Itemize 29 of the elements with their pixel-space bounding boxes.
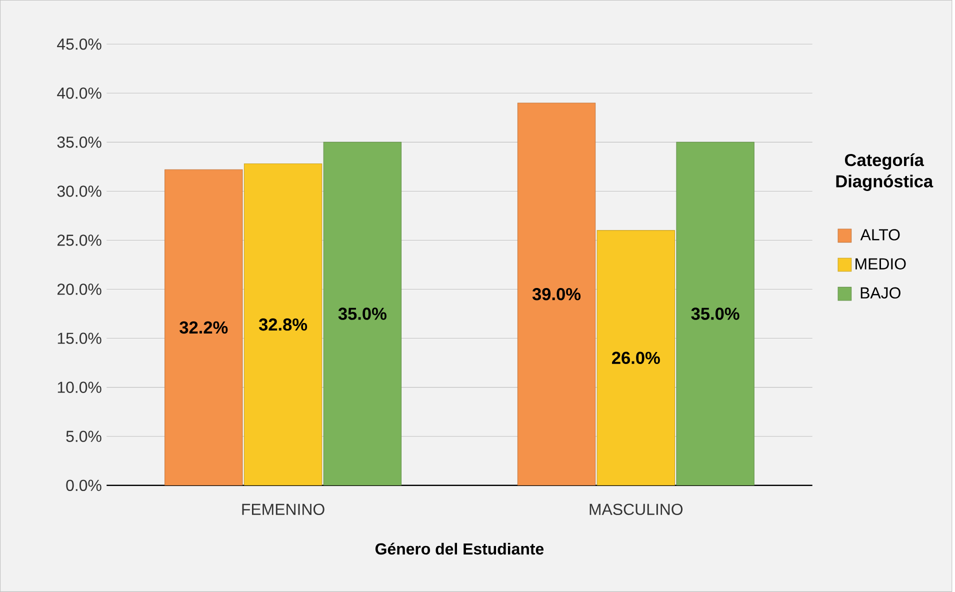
bar <box>596 230 675 486</box>
x-tick-label: MASCULINO <box>590 504 683 516</box>
data-label: 32.2% <box>180 321 228 334</box>
data-label: 32.8% <box>258 318 308 331</box>
x-tick-label: FEMENINO <box>242 504 324 516</box>
y-tick-label: 15.0% <box>58 332 102 344</box>
y-tick-label: 40.0% <box>57 88 102 99</box>
legend-label: ALTO <box>860 229 900 240</box>
legend-title: Categoría Diagnóstica <box>836 153 934 191</box>
y-tick-label: 45.0% <box>57 38 102 50</box>
y-tick-label: 5.0% <box>66 430 102 442</box>
y-tick-label: 25.0% <box>57 234 102 246</box>
data-label: 39.0% <box>532 288 581 300</box>
data-label: 35.0% <box>691 308 740 320</box>
x-axis-title: Género del Estudiante <box>375 542 544 555</box>
bar <box>676 142 754 486</box>
bar <box>164 169 243 486</box>
legend-label: MEDIO <box>856 258 906 270</box>
bar <box>517 102 596 486</box>
y-tick-label: 35.0% <box>57 136 102 148</box>
data-label: 26.0% <box>612 352 660 364</box>
data-label: 35.0% <box>338 308 386 320</box>
bar <box>244 164 322 486</box>
bar <box>323 142 402 486</box>
y-tick-label: 10.0% <box>58 382 102 393</box>
y-tick-label: 30.0% <box>57 186 102 197</box>
y-tick-label: 20.0% <box>57 284 102 295</box>
y-tick-label: 0.0% <box>66 480 102 492</box>
legend-label: BAJO <box>860 287 900 299</box>
